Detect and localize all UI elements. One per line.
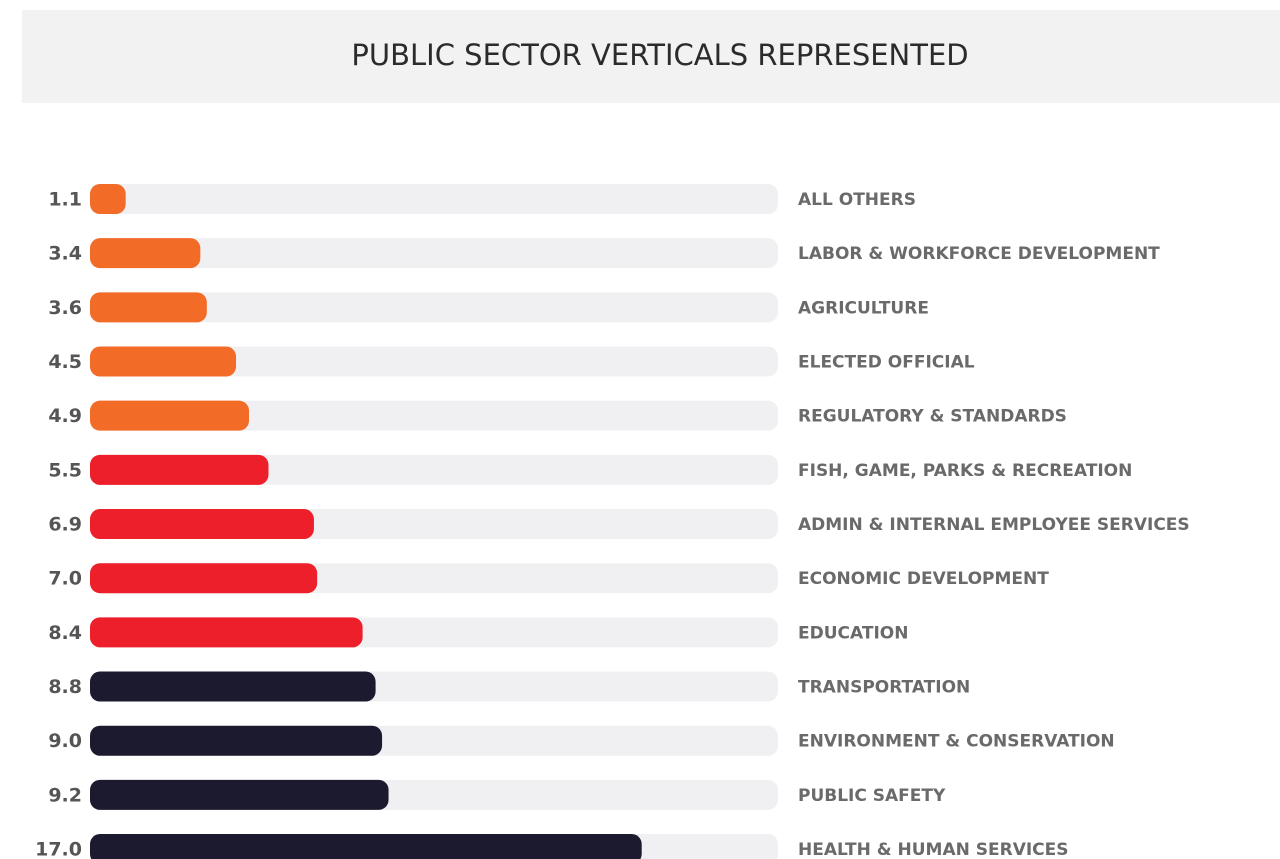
bar [90, 292, 207, 323]
value-label: 4.9 [48, 405, 82, 427]
value-label: 6.9 [48, 514, 82, 536]
bar [90, 671, 376, 702]
value-label: 7.0 [48, 568, 82, 590]
bar [90, 509, 314, 540]
bar [90, 725, 383, 756]
value-label: 8.8 [48, 676, 82, 698]
category-label: FISH, GAME, PARKS & RECREATION [798, 461, 1132, 481]
bar-track [90, 292, 778, 323]
bar [90, 346, 237, 377]
category-label: REGULATORY & STANDARDS [798, 407, 1067, 427]
bar-track [90, 238, 778, 269]
category-label: HEALTH & HUMAN SERVICES [798, 840, 1069, 859]
value-label: 3.4 [48, 243, 82, 265]
bar [90, 563, 318, 594]
chart-title: PUBLIC SECTOR VERTICALS REPRESENTED [351, 38, 968, 72]
value-label: 1.1 [48, 189, 82, 211]
bar [90, 184, 126, 214]
bar-track [90, 184, 778, 214]
category-label: LABOR & WORKFORCE DEVELOPMENT [798, 244, 1160, 264]
bar [90, 238, 201, 269]
value-label: 9.2 [48, 784, 82, 806]
value-label: 3.6 [48, 297, 82, 319]
bar-track [90, 346, 778, 377]
value-label: 8.4 [48, 622, 82, 644]
category-label: AGRICULTURE [798, 298, 929, 318]
category-label: ADMIN & INTERNAL EMPLOYEE SERVICES [798, 515, 1190, 535]
category-label: ENVIRONMENT & CONSERVATION [798, 732, 1115, 752]
bar [90, 400, 250, 431]
value-label: 17.0 [35, 839, 82, 859]
value-label: 9.0 [48, 730, 82, 752]
bar [90, 834, 642, 859]
bar [90, 617, 363, 648]
bar [90, 779, 389, 810]
category-label: EDUCATION [798, 623, 908, 643]
title-band [22, 10, 1280, 103]
category-label: TRANSPORTATION [798, 678, 970, 698]
category-label: PUBLIC SAFETY [798, 786, 946, 806]
value-label: 4.5 [48, 351, 82, 373]
value-label: 5.5 [48, 459, 82, 481]
category-label: ALL OTHERS [798, 190, 916, 210]
bar-track [90, 400, 778, 431]
category-label: ECONOMIC DEVELOPMENT [798, 569, 1049, 589]
category-label: ELECTED OFFICIAL [798, 353, 975, 373]
bar [90, 454, 269, 485]
